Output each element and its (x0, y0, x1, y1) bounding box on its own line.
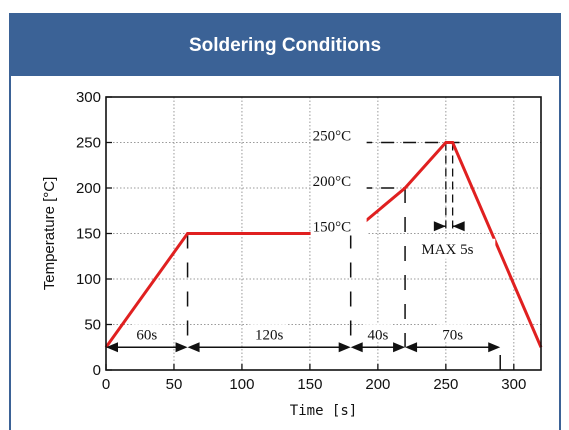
y-tick-label: 150 (76, 226, 101, 243)
duration-arrowhead (405, 342, 418, 353)
duration-arrowhead (175, 342, 188, 353)
reflow-profile-line (104, 141, 543, 349)
temperature-label-bg (310, 217, 367, 236)
duration-label-bg (437, 324, 468, 343)
x-tick-label: 300 (501, 376, 526, 393)
duration-arrowhead (393, 342, 406, 353)
peak-annotation-label: MAX 5s (421, 242, 473, 258)
duration-label: 70s (442, 327, 463, 343)
y-tick-label: 0 (93, 362, 101, 379)
y-tick-label: 300 (76, 89, 101, 106)
y-tick-label: 50 (84, 317, 101, 334)
x-tick-label: 0 (102, 376, 110, 393)
duration-label-bg (131, 324, 162, 343)
x-tick-label: 250 (433, 376, 458, 393)
duration-label: 120s (255, 327, 284, 343)
card-title: Soldering Conditions (188, 34, 382, 56)
duration-label: 60s (136, 327, 157, 343)
soldering-card: Soldering Conditions (9, 13, 561, 430)
duration-arrowhead (350, 342, 363, 353)
duration-arrowhead (106, 342, 118, 353)
y-axis-label: Temperature [°C] (41, 177, 58, 291)
temperature-label: 200°C (313, 174, 352, 190)
duration-label-bg (250, 324, 289, 343)
peak-label-bg (417, 238, 496, 259)
card-header: Soldering Conditions (11, 15, 559, 76)
duration-label: 40s (367, 327, 388, 343)
duration-arrowhead (338, 342, 351, 353)
y-tick-label: 100 (76, 271, 101, 288)
x-tick-label: 50 (166, 376, 183, 393)
x-tick-label: 200 (365, 376, 390, 393)
temperature-label: 250°C (313, 129, 352, 145)
x-axis-label: Time [s] (290, 403, 357, 419)
duration-label-bg (362, 324, 393, 343)
duration-arrowhead (187, 342, 200, 353)
temperature-label-bg (310, 172, 367, 190)
y-tick-label: 250 (76, 135, 101, 152)
temperature-label-bg (310, 126, 367, 145)
x-tick-label: 100 (229, 376, 254, 393)
y-tick-label: 200 (76, 180, 101, 197)
duration-arrowhead (488, 342, 501, 353)
temperature-label: 150°C (313, 220, 352, 236)
x-tick-label: 150 (297, 376, 322, 393)
